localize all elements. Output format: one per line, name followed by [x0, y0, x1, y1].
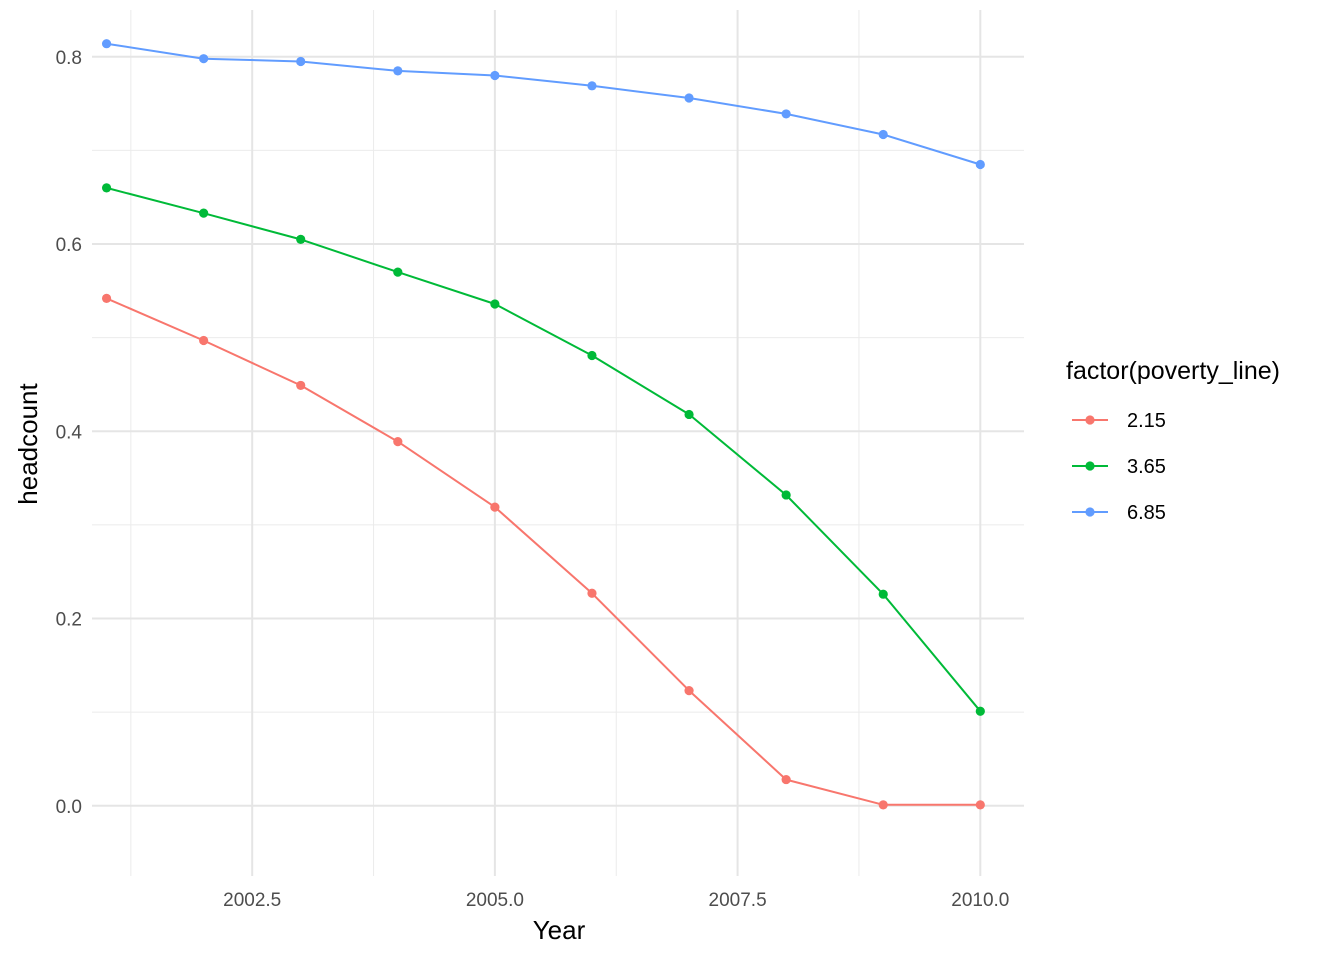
data-point-3-65 [199, 208, 209, 218]
data-point-6-85 [975, 159, 985, 170]
data-point-3-65 [490, 299, 500, 309]
series-line-3-65 [106, 186, 982, 712]
major-gridlines [92, 10, 1024, 876]
data-point-3-65 [101, 183, 112, 193]
legend-label: 6.85 [1127, 502, 1166, 524]
x-axis-tick-labels: 2002.5 2005.0 2007.5 2010.0 [223, 890, 1009, 911]
x-tick-label: 2010.0 [951, 890, 1009, 911]
data-point-2-15 [878, 800, 888, 810]
legend-key-point [1085, 461, 1095, 471]
data-point-6-85 [781, 109, 791, 119]
x-tick-label: 2002.5 [223, 890, 281, 911]
data-point-6-85 [101, 39, 112, 49]
y-tick-label: 0.0 [56, 797, 82, 818]
data-point-6-85 [587, 81, 597, 91]
y-tick-label: 0.8 [56, 48, 82, 69]
legend: factor(poverty_line) 2.15 3.65 6.85 [1066, 357, 1280, 524]
data-point-2-15 [393, 436, 403, 447]
legend-key-point [1085, 415, 1095, 425]
data-point-6-85 [296, 56, 306, 67]
legend-label: 3.65 [1127, 456, 1166, 478]
data-point-2-15 [101, 293, 112, 303]
y-tick-label: 0.2 [56, 610, 82, 631]
data-point-3-65 [878, 589, 888, 599]
data-point-3-65 [684, 409, 694, 420]
legend-label: 2.15 [1127, 410, 1166, 432]
legend-title: factor(poverty_line) [1066, 357, 1280, 385]
data-point-2-15 [781, 774, 791, 785]
y-tick-label: 0.6 [56, 235, 82, 256]
data-point-6-85 [490, 70, 500, 81]
x-axis-title: Year [533, 915, 586, 945]
data-point-3-65 [393, 267, 403, 277]
data-point-2-15 [684, 686, 694, 696]
data-point-2-15 [587, 588, 597, 598]
y-axis-title: headcount [13, 383, 43, 505]
data-point-2-15 [199, 335, 209, 346]
series-lines [106, 42, 982, 806]
x-tick-label: 2005.0 [466, 890, 524, 911]
data-point-6-85 [684, 93, 694, 103]
series-line-2-15 [106, 297, 981, 806]
legend-items: 2.15 3.65 6.85 [1072, 410, 1166, 524]
data-point-6-85 [878, 129, 888, 140]
data-point-6-85 [393, 66, 403, 76]
series-points [101, 39, 985, 810]
data-point-6-85 [199, 54, 209, 64]
data-point-3-65 [587, 350, 597, 361]
data-point-2-15 [975, 800, 985, 810]
data-point-3-65 [781, 490, 791, 500]
legend-key-point [1085, 507, 1095, 517]
data-point-3-65 [296, 234, 306, 244]
series-line-6-85 [106, 42, 981, 166]
y-axis-tick-labels: 0.0 0.2 0.4 0.6 0.8 [56, 48, 83, 818]
data-point-2-15 [490, 502, 500, 512]
x-tick-label: 2007.5 [709, 890, 767, 911]
y-tick-label: 0.4 [56, 422, 83, 443]
data-point-3-65 [975, 706, 985, 716]
data-point-2-15 [296, 380, 306, 391]
minor-gridlines [92, 10, 1024, 876]
